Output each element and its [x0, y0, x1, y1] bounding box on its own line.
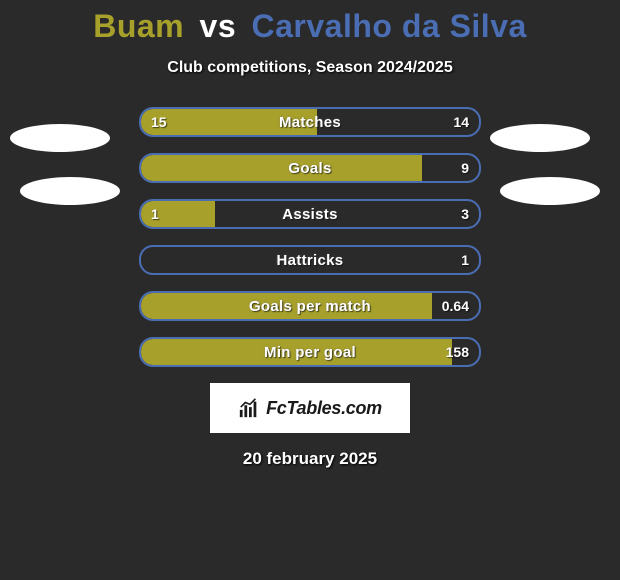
stat-right-value: 0.64: [442, 293, 469, 319]
avatar-ellipse: [490, 124, 590, 152]
chart-icon: [238, 397, 260, 419]
stat-bar: Goals per match0.64: [139, 291, 481, 321]
avatar-ellipse: [10, 124, 110, 152]
stat-bar: Goals9: [139, 153, 481, 183]
player2-name: Carvalho da Silva: [252, 8, 527, 44]
stat-right-value: 3: [461, 201, 469, 227]
stat-label: Min per goal: [141, 339, 479, 365]
branding-text: FcTables.com: [266, 398, 382, 419]
comparison-title: Buam vs Carvalho da Silva: [0, 0, 620, 45]
stat-bar: 1Assists3: [139, 199, 481, 229]
player1-name: Buam: [93, 8, 184, 44]
subtitle: Club competitions, Season 2024/2025: [0, 59, 620, 77]
stat-label: Assists: [141, 201, 479, 227]
vs-text: vs: [200, 8, 237, 44]
stat-right-value: 14: [453, 109, 469, 135]
stat-label: Goals per match: [141, 293, 479, 319]
stats-bars: 15Matches14Goals91Assists3Hattricks1Goal…: [139, 107, 481, 367]
avatar-ellipse: [20, 177, 120, 205]
stat-right-value: 158: [446, 339, 469, 365]
stat-label: Matches: [141, 109, 479, 135]
stat-label: Hattricks: [141, 247, 479, 273]
date-text: 20 february 2025: [0, 449, 620, 469]
stat-right-value: 9: [461, 155, 469, 181]
avatar-ellipse: [500, 177, 600, 205]
stat-bar: 15Matches14: [139, 107, 481, 137]
branding-box: FcTables.com: [210, 383, 410, 433]
stat-bar: Hattricks1: [139, 245, 481, 275]
stat-right-value: 1: [461, 247, 469, 273]
stat-label: Goals: [141, 155, 479, 181]
stat-bar: Min per goal158: [139, 337, 481, 367]
